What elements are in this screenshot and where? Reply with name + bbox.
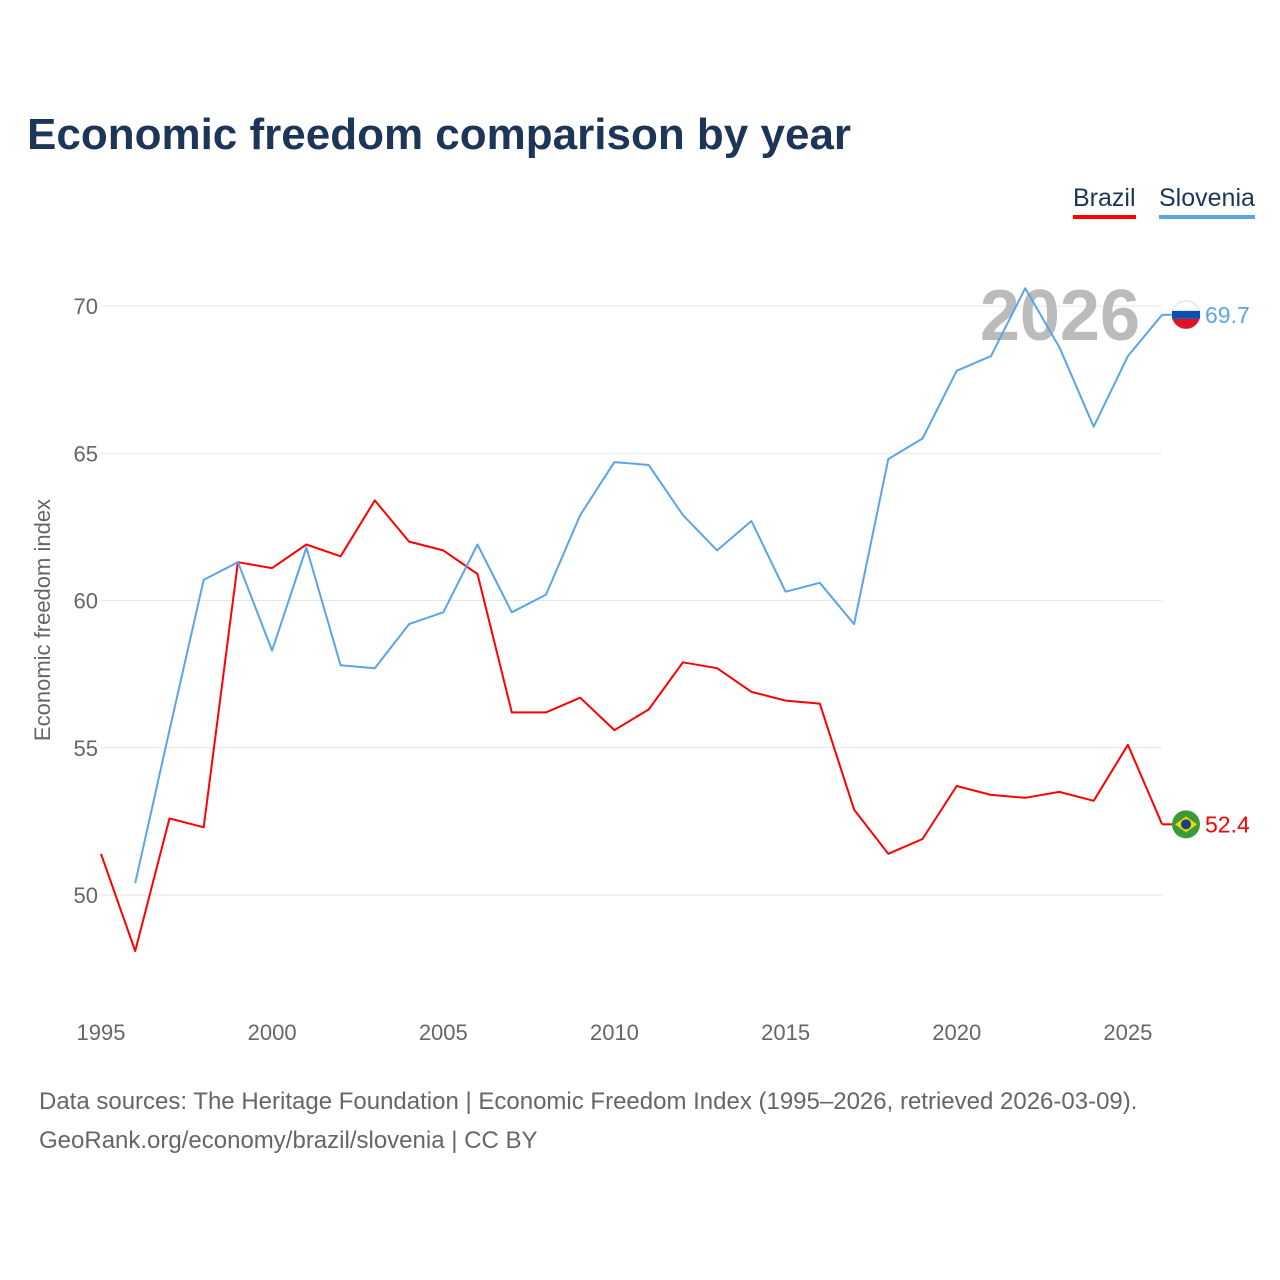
series-line-brazil	[100, 499, 1164, 952]
x-tick-label: 2000	[248, 1020, 297, 1045]
end-value-label-slovenia: 69.7	[1205, 302, 1250, 328]
end-value-label-brazil: 52.4	[1205, 811, 1250, 837]
legend-slovenia[interactable]: Slovenia	[1159, 184, 1255, 219]
y-tick-label: 60	[74, 589, 98, 614]
y-tick-label: 70	[74, 294, 98, 319]
x-tick-label: 2015	[761, 1020, 810, 1045]
x-tick-label: 2025	[1103, 1020, 1152, 1045]
y-tick-label: 55	[74, 736, 98, 761]
chart-title: Economic freedom comparison by year	[27, 110, 852, 159]
x-tick-label: 2020	[932, 1020, 981, 1045]
x-tick-label: 2010	[590, 1020, 639, 1045]
year-watermark: 2026	[980, 276, 1140, 356]
footer-sources: Data sources: The Heritage Foundation | …	[39, 1088, 1138, 1115]
y-axis-label: Economic freedom index	[30, 499, 55, 741]
brazil-flag-globe	[1181, 819, 1191, 830]
legend-brazil[interactable]: Brazil	[1073, 184, 1136, 219]
series-line-slovenia	[134, 287, 1163, 884]
x-tick-label: 1995	[77, 1020, 126, 1045]
slovenia-flag-blue	[1172, 310, 1200, 319]
x-tick-label: 2005	[419, 1020, 468, 1045]
slovenia-flag-red	[1172, 318, 1200, 329]
y-tick-label: 65	[74, 441, 98, 466]
y-tick-label: 50	[74, 883, 98, 908]
footer-credit[interactable]: GeoRank.org/economy/brazil/slovenia | CC…	[39, 1127, 538, 1154]
